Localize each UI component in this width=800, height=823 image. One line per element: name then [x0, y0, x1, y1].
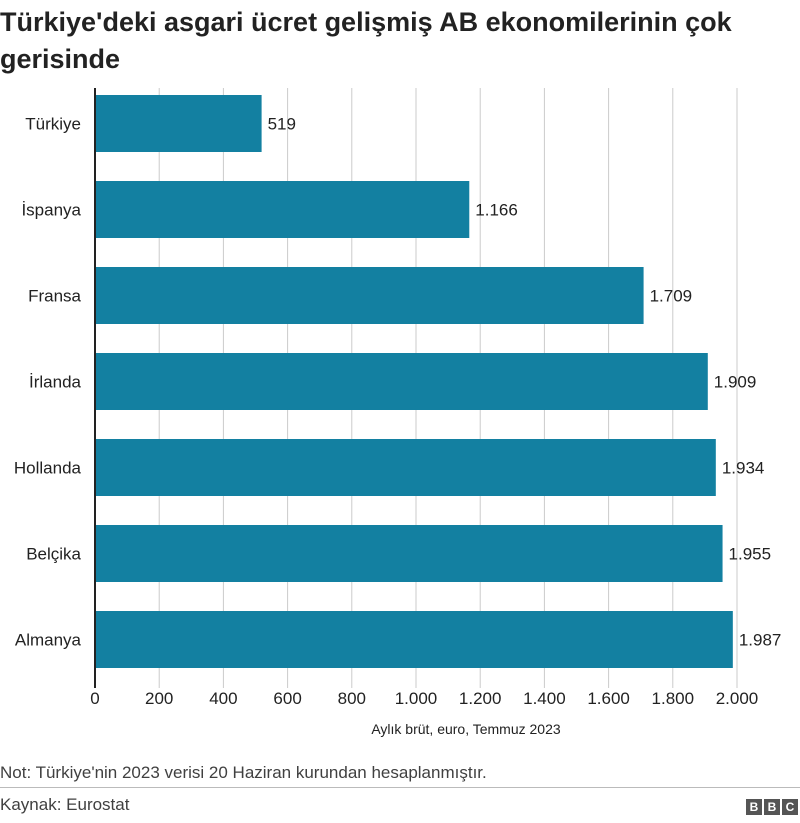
bar	[95, 525, 723, 582]
bar	[95, 611, 733, 668]
x-tick-label: 800	[338, 689, 366, 708]
x-tick-label: 1.600	[587, 689, 630, 708]
bar	[95, 353, 708, 410]
bars	[95, 95, 733, 668]
logo-letter: B	[746, 799, 762, 815]
logo-letter: B	[764, 799, 780, 815]
data-label: 1.709	[650, 287, 693, 306]
chart-title: Türkiye'deki asgari ücret gelişmiş AB ek…	[0, 7, 732, 74]
data-label: 1.166	[475, 201, 518, 220]
x-tick-labels: 0 200 400 600 800 1.000 1.200 1.400 1.600 1.800 2.…	[90, 689, 758, 708]
category-labels: Türkiye İspanya Fransa İrlanda Hollanda Belçi…	[14, 115, 82, 650]
category-label: Hollanda	[14, 459, 82, 478]
value-labels: 519 1.166 1.709 1.909 1.934 1.955 1.987	[268, 115, 782, 650]
data-label: 1.909	[714, 373, 757, 392]
category-label: Fransa	[28, 287, 81, 306]
x-tick-label: 1.400	[523, 689, 566, 708]
x-tick-label: 600	[273, 689, 301, 708]
x-tick-label: 0	[90, 689, 99, 708]
x-axis-title: Aylık brüt, euro, Temmuz 2023	[371, 721, 561, 737]
data-label: 1.987	[739, 631, 782, 650]
bar-chart: Türkiye İspanya Fransa İrlanda Hollanda Belçi…	[14, 88, 782, 737]
category-label: Türkiye	[25, 115, 81, 134]
bar	[95, 439, 716, 496]
source-credit: Kaynak: Eurostat	[0, 795, 130, 814]
data-label: 1.955	[729, 545, 772, 564]
x-tick-label: 1.000	[395, 689, 438, 708]
data-label: 519	[268, 115, 296, 134]
x-tick-label: 400	[209, 689, 237, 708]
x-tick-label: 1.800	[652, 689, 695, 708]
bar	[95, 181, 470, 238]
bar	[95, 267, 644, 324]
footnote: Not: Türkiye'nin 2023 verisi 20 Haziran …	[0, 763, 487, 782]
bar	[95, 95, 262, 152]
x-tick-label: 1.200	[459, 689, 502, 708]
category-label: Almanya	[15, 631, 82, 650]
data-label: 1.934	[722, 459, 765, 478]
footer-divider	[0, 787, 800, 788]
x-tick-label: 2.000	[716, 689, 759, 708]
logo-letter: C	[782, 799, 798, 815]
category-label: İspanya	[21, 201, 81, 220]
category-label: İrlanda	[29, 373, 82, 392]
category-label: Belçika	[26, 545, 81, 564]
bbc-logo: B B C	[746, 799, 798, 815]
x-tick-label: 200	[145, 689, 173, 708]
